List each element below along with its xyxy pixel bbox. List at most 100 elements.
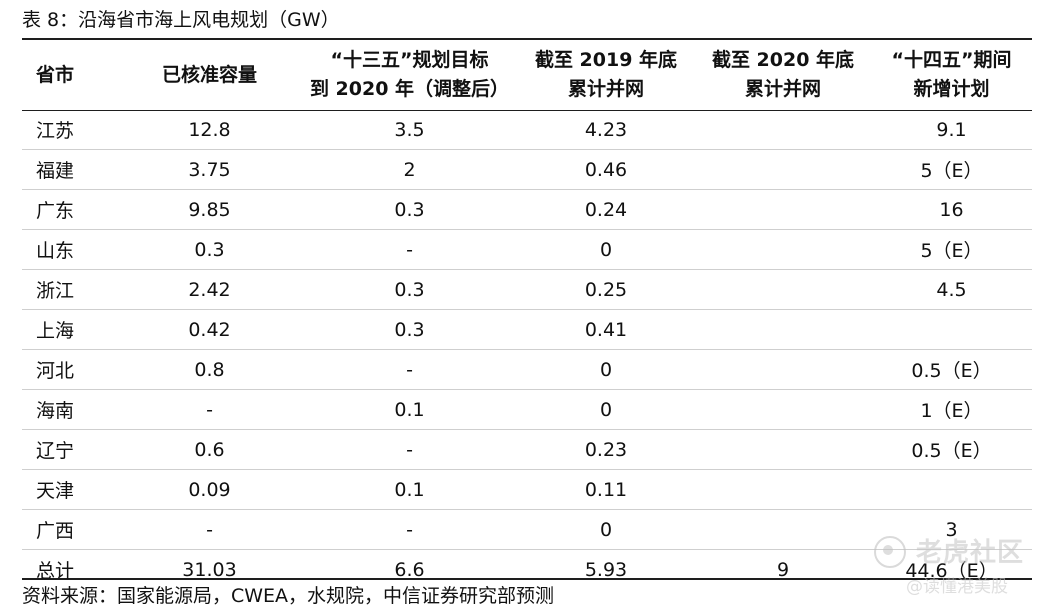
value-cell: 12.8 [188, 118, 231, 141]
value-cell [695, 430, 871, 470]
value-cell: 0.5（E） [911, 440, 992, 462]
value-cell: 31.03 [182, 558, 237, 581]
value-cell: 0.3 [394, 318, 425, 341]
table-row: 上海 0.42 0.3 0.41 [22, 310, 1032, 350]
province-cell: 河北 [36, 360, 75, 382]
value-cell: 4.5 [936, 278, 967, 301]
top-rule [22, 38, 1032, 40]
table-body: 江苏 12.8 3.5 4.23 9.1 福建 3.75 2 0.46 5（E） 广东 9.85 0.3… [22, 110, 1032, 589]
value-cell: 9.1 [936, 118, 967, 141]
value-cell: 0.11 [584, 478, 628, 501]
value-cell: 44.6（E） [905, 560, 998, 582]
value-cell: 2 [403, 158, 416, 181]
value-cell: 0.3 [194, 238, 225, 261]
table-row: 江苏 12.8 3.5 4.23 9.1 [22, 110, 1032, 150]
value-cell [695, 350, 871, 390]
header-cell: 截至 2020 年底 累计并网 [711, 49, 855, 100]
value-cell: 4.23 [584, 118, 628, 141]
value-cell: 0.5（E） [911, 360, 992, 382]
value-cell: 0.42 [188, 318, 231, 341]
value-cell [695, 470, 871, 510]
value-cell: 0 [599, 358, 613, 381]
value-cell: 3.5 [394, 118, 425, 141]
value-cell: - [406, 518, 413, 541]
value-cell: 5（E） [920, 160, 983, 182]
province-cell: 总计 [36, 560, 75, 582]
wind-power-plan-table: 省市 已核准容量 “十三五”规划目标到 2020 年（调整后） 截至 2019 … [22, 40, 1032, 589]
value-cell: - [206, 398, 213, 421]
value-cell: - [206, 518, 213, 541]
table-row: 福建 3.75 2 0.46 5（E） [22, 150, 1032, 190]
value-cell [695, 190, 871, 230]
value-cell: 0.09 [188, 478, 231, 501]
province-cell: 辽宁 [36, 440, 75, 462]
table-row: 天津 0.09 0.1 0.11 [22, 470, 1032, 510]
value-cell: 0.1 [394, 478, 425, 501]
value-cell: 3.75 [188, 158, 231, 181]
value-cell: 0.8 [194, 358, 225, 381]
value-cell: 0.24 [584, 198, 628, 221]
value-cell: 5.93 [584, 558, 628, 581]
watermark: 老虎社区 @读懂港美股 [868, 528, 1038, 604]
value-cell: 5（E） [920, 240, 983, 262]
value-cell: 0.41 [584, 318, 628, 341]
value-cell: 0.6 [194, 438, 225, 461]
table-row: 辽宁 0.6 - 0.23 0.5（E） [22, 430, 1032, 470]
value-cell: 6.6 [394, 558, 425, 581]
value-cell: - [406, 358, 413, 381]
header-cell: 省市 [36, 63, 75, 86]
value-cell: 0.3 [394, 278, 425, 301]
value-cell: 0 [599, 398, 613, 421]
value-cell [695, 150, 871, 190]
value-cell: 2.42 [188, 278, 231, 301]
table-row: 山东 0.3 - 0 5（E） [22, 230, 1032, 270]
header-cell: “十三五”规划目标到 2020 年（调整后） [309, 49, 510, 100]
value-cell [871, 310, 1032, 350]
province-cell: 海南 [36, 400, 75, 422]
province-cell: 广西 [36, 520, 75, 542]
value-cell: 0.23 [584, 438, 628, 461]
table-title: 表 8：沿海省市海上风电规划（GW） [22, 9, 340, 31]
watermark-handle: @读懂港美股 [906, 577, 1008, 597]
table-row: 浙江 2.42 0.3 0.25 4.5 [22, 270, 1032, 310]
value-cell: 0.1 [394, 398, 425, 421]
watermark-name: 老虎社区 [916, 538, 1025, 568]
province-cell: 福建 [36, 160, 75, 182]
province-cell: 江苏 [36, 120, 75, 142]
value-cell: 0.46 [584, 158, 628, 181]
value-cell [695, 510, 871, 550]
table-row: 广西 - - 0 3 [22, 510, 1032, 550]
bottom-rule [22, 578, 1032, 580]
value-cell: 9 [776, 558, 790, 581]
value-cell [695, 230, 871, 270]
province-cell: 天津 [36, 480, 75, 502]
header-row: 省市 已核准容量 “十三五”规划目标到 2020 年（调整后） 截至 2019 … [22, 40, 1032, 110]
tiger-logo-icon [874, 536, 906, 568]
value-cell: 3 [945, 518, 958, 541]
header-rule [22, 110, 1032, 111]
table-row: 总计 31.03 6.6 5.93 9 44.6（E） [22, 550, 1032, 590]
header-cell: 截至 2019 年底 累计并网 [534, 49, 678, 100]
value-cell [695, 390, 871, 430]
value-cell: 0 [599, 518, 613, 541]
table-row: 河北 0.8 - 0 0.5（E） [22, 350, 1032, 390]
value-cell [871, 470, 1032, 510]
header-cell: “十四五”期间 新增计划 [891, 49, 1012, 100]
value-cell: 0.25 [584, 278, 628, 301]
province-cell: 山东 [36, 240, 75, 262]
value-cell [695, 270, 871, 310]
value-cell [695, 110, 871, 150]
province-cell: 广东 [36, 200, 75, 222]
province-cell: 上海 [36, 320, 75, 342]
province-cell: 浙江 [36, 280, 75, 302]
value-cell: 0.3 [394, 198, 425, 221]
value-cell: - [406, 238, 413, 261]
header-cell: 已核准容量 [161, 63, 257, 86]
table-row: 海南 - 0.1 0 1（E） [22, 390, 1032, 430]
value-cell: 1（E） [920, 400, 983, 422]
value-cell [695, 310, 871, 350]
value-cell: 0 [599, 238, 613, 261]
value-cell: - [406, 438, 413, 461]
source-note: 资料来源：国家能源局，CWEA，水规院，中信证券研究部预测 [22, 585, 555, 607]
value-cell: 16 [939, 198, 964, 221]
